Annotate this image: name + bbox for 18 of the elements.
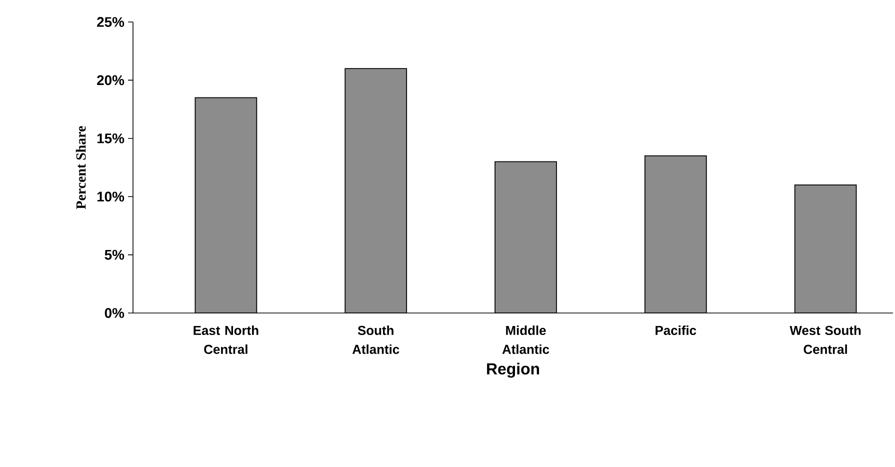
- x-tick-label: East North Central: [194, 326, 258, 354]
- x-tick-label: Pacific: [656, 326, 696, 336]
- bar: [644, 155, 707, 313]
- y-tick-label: 20%: [97, 75, 124, 86]
- bar: [194, 97, 258, 313]
- bar: [494, 161, 557, 313]
- x-tick-label: Middle Atlantic: [502, 326, 550, 354]
- bar: [794, 184, 857, 313]
- y-axis-title: Percent Share: [76, 126, 86, 210]
- y-tick-label: 10%: [97, 192, 124, 202]
- y-tick-label: 5%: [104, 250, 124, 260]
- y-tick-label: 0%: [104, 308, 124, 318]
- x-tick-label: South Atlantic: [352, 326, 400, 354]
- y-tick-label: 25%: [97, 17, 124, 27]
- x-axis-title: Region: [487, 362, 540, 378]
- x-tick-label: West South Central: [790, 326, 861, 354]
- bar: [344, 68, 408, 313]
- y-tick-label: 15%: [97, 133, 124, 144]
